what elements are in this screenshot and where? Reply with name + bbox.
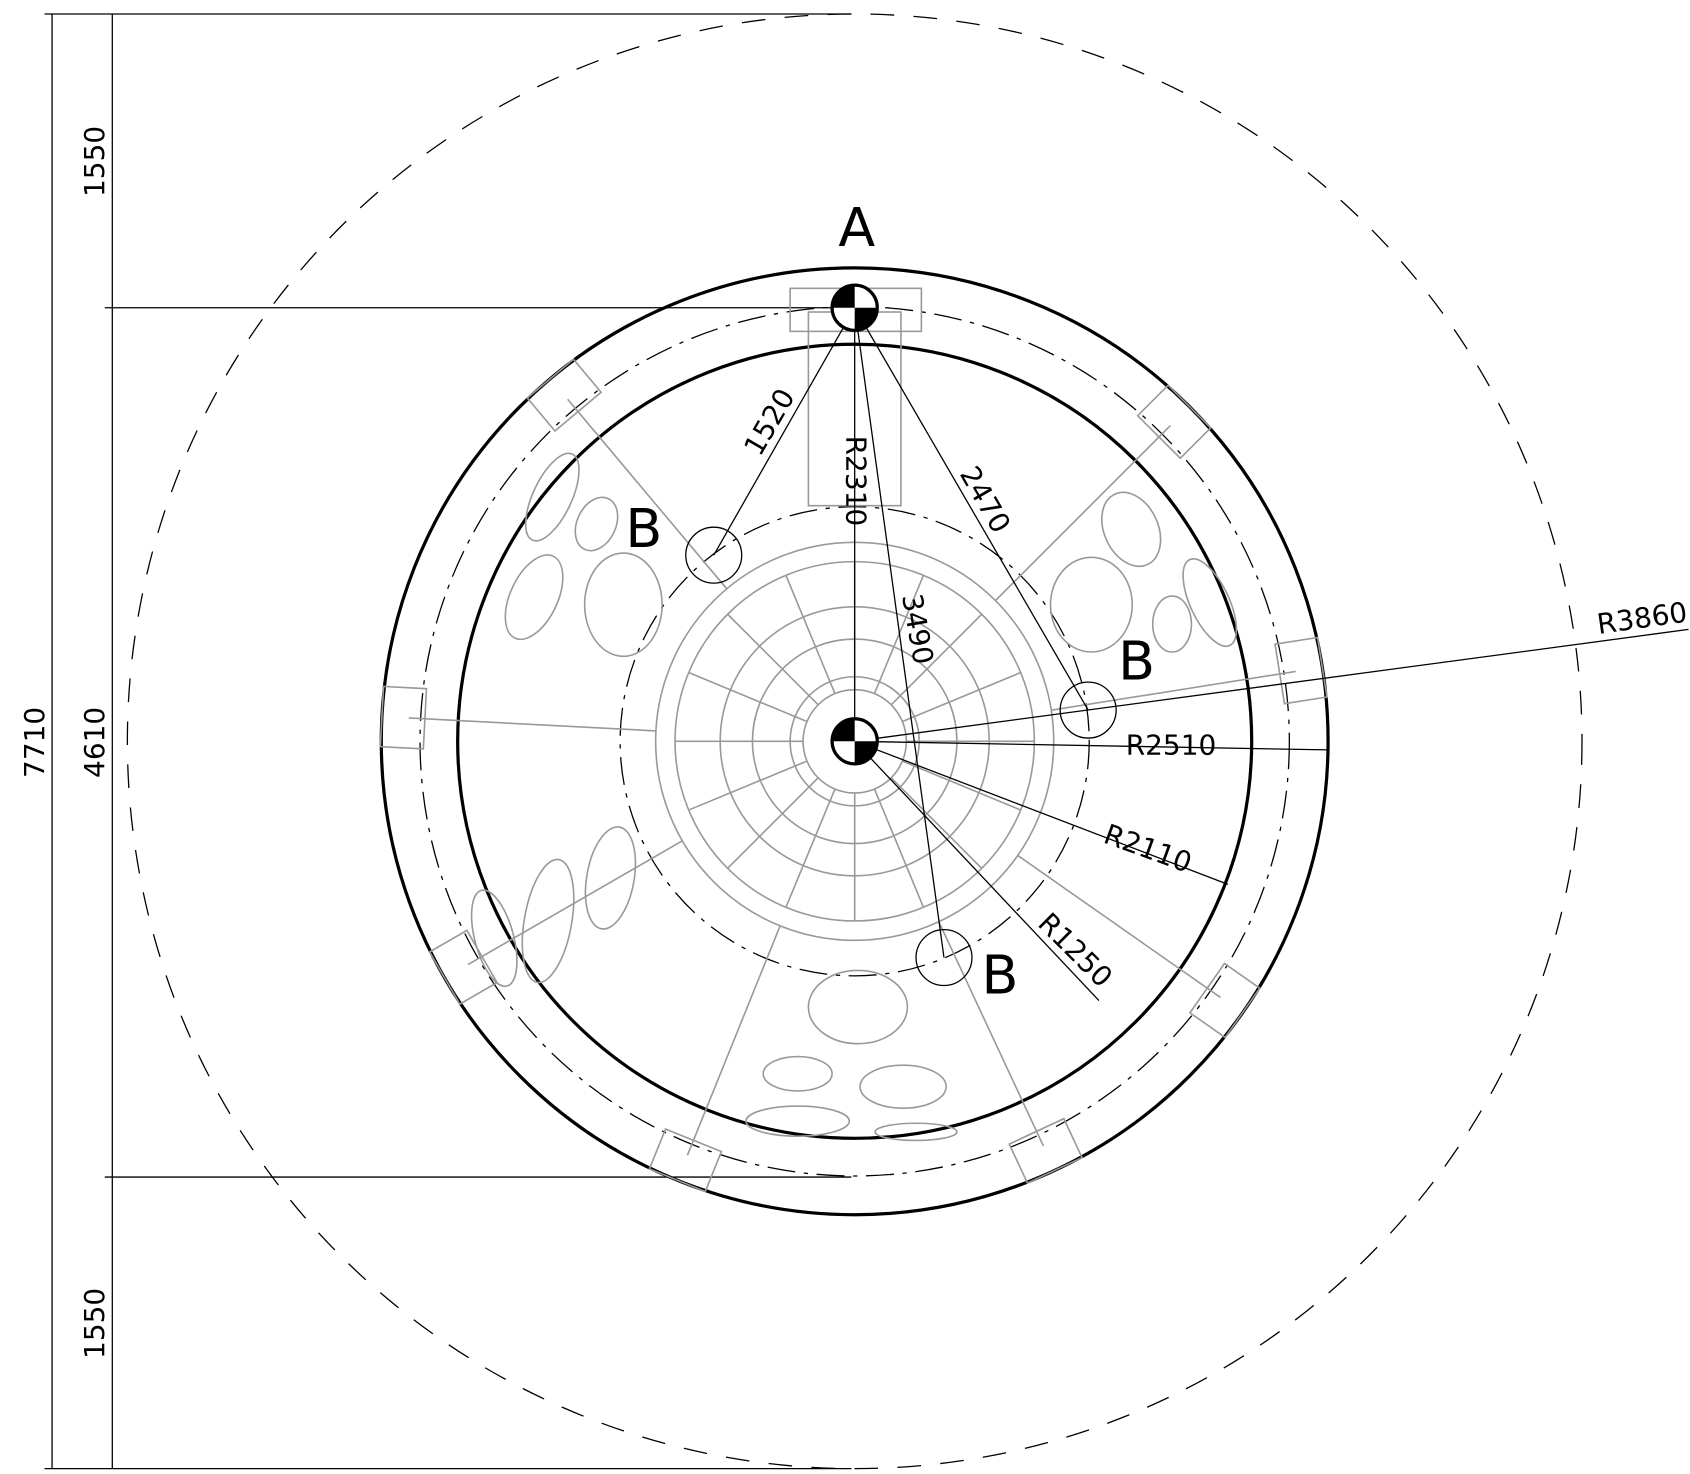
- oval: [583, 552, 663, 658]
- dim-label: 3490: [895, 591, 940, 667]
- spoke: [873, 788, 925, 908]
- radius-label: R2310: [840, 436, 873, 527]
- dim-label: 1520: [737, 383, 801, 461]
- oval: [1182, 558, 1238, 647]
- point-label: A: [838, 196, 875, 259]
- leader: [854, 740, 1229, 886]
- oval: [1049, 556, 1134, 653]
- spoke: [688, 671, 808, 723]
- spoke: [408, 717, 656, 732]
- spoke: [938, 921, 1045, 1147]
- spoke: [890, 613, 983, 706]
- dim-label: 2470: [953, 460, 1017, 538]
- oval: [1151, 595, 1193, 653]
- spoke: [727, 613, 819, 706]
- point-b-symbol: [1059, 681, 1117, 739]
- leader: [854, 740, 1100, 1002]
- spoke: [686, 925, 781, 1156]
- spoke: [902, 760, 1021, 811]
- point-label: B: [625, 497, 662, 560]
- leader: [854, 307, 945, 958]
- radius-label: R1250: [1032, 906, 1119, 993]
- oval: [859, 1064, 947, 1109]
- oval: [807, 969, 909, 1045]
- point-a-fill: [832, 285, 878, 331]
- radius-label: R3860: [1595, 596, 1689, 641]
- spoke: [785, 788, 836, 908]
- leader: [854, 307, 1089, 711]
- spoke: [428, 929, 499, 1006]
- spoke: [567, 398, 728, 590]
- point-b-symbol: [685, 526, 743, 584]
- spoke: [648, 1127, 723, 1193]
- dim-label: 4610: [78, 707, 111, 778]
- spoke: [727, 777, 819, 869]
- spoke: [1188, 962, 1261, 1039]
- dim-label: 7710: [18, 707, 51, 778]
- spoke: [379, 685, 428, 750]
- loop: [521, 858, 575, 984]
- point-label: B: [1118, 630, 1155, 693]
- oval: [524, 452, 580, 542]
- spoke: [902, 671, 1021, 723]
- spoke: [688, 760, 808, 811]
- spoke: [1017, 854, 1221, 999]
- radius-label: R2510: [1126, 729, 1217, 762]
- loop: [584, 826, 637, 930]
- oval: [874, 1122, 958, 1142]
- oval: [1101, 491, 1162, 568]
- spoke: [1274, 636, 1328, 705]
- spoke: [1136, 384, 1212, 460]
- spoke: [1051, 670, 1296, 711]
- leader: [713, 307, 856, 556]
- spoke: [785, 574, 836, 694]
- spoke: [890, 777, 983, 869]
- outer-dashed-circle: [126, 13, 1583, 1470]
- oval: [574, 496, 619, 552]
- oval: [762, 1055, 833, 1092]
- radius-label: R2110: [1100, 818, 1196, 880]
- oval: [745, 1105, 851, 1137]
- oval: [504, 554, 564, 641]
- dim-label: 1550: [78, 1288, 111, 1359]
- loop: [470, 889, 518, 988]
- point-label: B: [981, 944, 1018, 1007]
- geometry: [44, 13, 1689, 1470]
- leader: [854, 740, 1329, 751]
- spoke: [994, 425, 1171, 602]
- spoke: [526, 358, 603, 433]
- center-fill: [832, 718, 878, 764]
- dim-label: 1550: [78, 126, 111, 197]
- leader: [854, 628, 1689, 742]
- spoke: [1008, 1117, 1084, 1185]
- point-b-symbol: [915, 928, 973, 987]
- spoke: [467, 840, 683, 966]
